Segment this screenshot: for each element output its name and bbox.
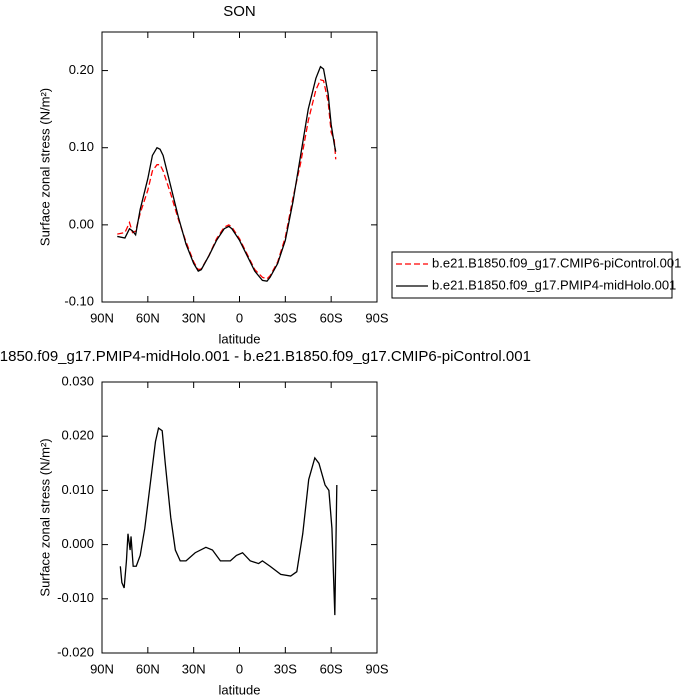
- legend-label: b.e21.B1850.f09_g17.PMIP4-midHolo.001: [432, 277, 676, 292]
- y-tick-label: 0.010: [61, 482, 94, 497]
- data-line: [117, 79, 337, 280]
- x-tick-label: 90N: [90, 310, 114, 325]
- chart-title: b.e21.B1850.f09_g17.PMIP4-midHolo.001 - …: [0, 348, 531, 365]
- plot-frame: [101, 381, 378, 654]
- data-line: [117, 65, 337, 282]
- x-axis-label: latitude: [219, 682, 261, 697]
- chart-title: SON: [223, 3, 256, 20]
- legend-box: [391, 251, 673, 299]
- x-tick-label: 0: [236, 661, 243, 676]
- x-tick-label: 0: [236, 310, 243, 325]
- x-tick-label: 60N: [136, 310, 160, 325]
- y-tick-label: -0.10: [64, 293, 94, 308]
- y-tick-label: -0.020: [57, 644, 94, 659]
- x-tick-label: 90S: [365, 310, 388, 325]
- y-tick-label: 0.00: [69, 216, 94, 231]
- y-tick-label: 0.020: [61, 428, 94, 443]
- x-tick-label: 60S: [320, 310, 343, 325]
- y-tick-label: 0.000: [61, 536, 94, 551]
- y-tick-label: 0.20: [69, 62, 94, 77]
- x-tick-label: 30N: [182, 661, 206, 676]
- x-axis-label: latitude: [219, 331, 261, 346]
- data-line: [119, 426, 338, 616]
- x-tick-label: 30N: [182, 310, 206, 325]
- x-tick-label: 90N: [90, 661, 114, 676]
- x-tick-label: 30S: [274, 661, 297, 676]
- legend-label: b.e21.B1850.f09_g17.CMIP6-piControl.001: [432, 255, 681, 270]
- x-tick-label: 60S: [320, 661, 343, 676]
- y-axis-label: Surface zonal stress (N/m²): [37, 438, 52, 596]
- y-tick-label: 0.030: [61, 373, 94, 388]
- x-tick-label: 30S: [274, 310, 297, 325]
- y-tick-label: -0.010: [57, 590, 94, 605]
- y-tick-label: 0.10: [69, 139, 94, 154]
- x-tick-label: 60N: [136, 661, 160, 676]
- x-tick-label: 90S: [365, 661, 388, 676]
- y-axis-label: Surface zonal stress (N/m²): [37, 88, 52, 246]
- plot-frame: [101, 31, 378, 303]
